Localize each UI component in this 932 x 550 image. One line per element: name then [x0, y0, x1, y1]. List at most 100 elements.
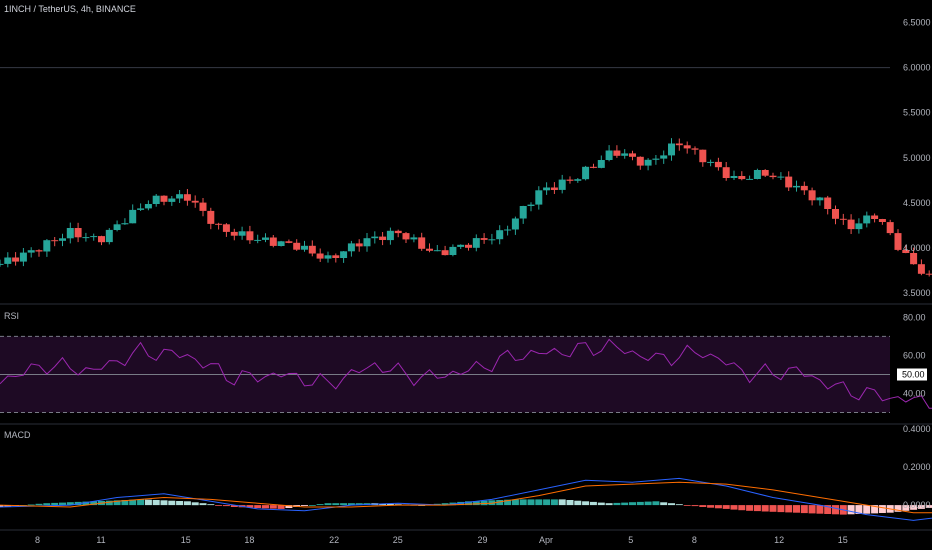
y-tick-label: 0.0000: [903, 500, 931, 510]
macd-histogram-bar: [316, 504, 324, 506]
candle-body: [293, 242, 301, 250]
candle-body: [769, 175, 777, 178]
macd-histogram-bar: [230, 505, 238, 507]
macd-histogram-bar: [35, 503, 43, 506]
candle-body: [761, 170, 769, 176]
candle-body: [722, 167, 730, 178]
y-tick-label: 4.0000: [903, 243, 931, 253]
candle-body: [644, 159, 652, 166]
candle-body: [340, 251, 348, 258]
macd-histogram-bar: [527, 499, 535, 506]
pane-separators: [0, 303, 932, 531]
macd-histogram-bar: [160, 500, 168, 506]
candle-body: [527, 204, 535, 206]
candle-body: [121, 223, 129, 225]
candle-body: [74, 228, 82, 238]
macd-histogram-bar: [769, 505, 777, 512]
candle-body: [183, 194, 191, 201]
macd-histogram-bar: [504, 499, 512, 506]
candle-body: [753, 170, 761, 179]
macd-histogram-bar: [137, 499, 145, 506]
candle-body: [488, 239, 496, 241]
candle-body: [269, 237, 277, 246]
macd-histogram-bar: [871, 505, 879, 514]
macd-histogram-bar: [597, 502, 605, 506]
candle-body: [574, 179, 582, 181]
x-tick-label: 25: [393, 535, 403, 545]
candle-body: [636, 156, 644, 166]
candle-body: [27, 250, 35, 253]
x-tick-label: 15: [838, 535, 848, 545]
macd-histogram-bar: [277, 505, 285, 509]
candle-body: [254, 239, 262, 241]
macd-histogram-bar: [582, 501, 590, 506]
macd-histogram-bar: [176, 501, 184, 506]
macd-histogram-bar: [535, 499, 543, 506]
macd-histogram-bar: [863, 505, 871, 514]
macd-histogram-bar: [144, 499, 152, 506]
macd-histogram-bar: [246, 505, 254, 508]
y-tick-label: 6.0000: [903, 63, 931, 73]
rsi-pane[interactable]: 80.00 60.00 40.00 50.00: [0, 312, 932, 413]
candle-body: [589, 166, 597, 168]
candle-body: [426, 248, 433, 251]
macd-histogram-bar: [222, 505, 230, 507]
macd-histogram-bar: [308, 505, 316, 506]
macd-histogram-bar: [355, 503, 363, 506]
candle-body: [277, 241, 285, 246]
candle-body: [82, 237, 90, 239]
candle-body: [262, 237, 269, 240]
macd-histogram-bar: [105, 500, 113, 506]
macd-histogram-bar: [738, 505, 746, 511]
candle-body: [66, 228, 74, 239]
macd-histogram-bar: [652, 501, 660, 506]
y-tick-label: 5.5000: [903, 108, 931, 118]
macd-histogram-bar: [324, 503, 332, 506]
candle-body: [519, 206, 527, 219]
candle-body: [855, 223, 863, 230]
candle-body: [449, 246, 457, 255]
macd-histogram-bar: [472, 501, 480, 506]
macd-histogram-bar: [90, 501, 98, 506]
candle-body: [144, 204, 152, 209]
y-tick-label: 0.2000: [903, 462, 931, 472]
macd-histogram-bar: [878, 505, 886, 513]
candle-body: [386, 230, 394, 241]
macd-histogram-bar: [543, 499, 551, 506]
time-axis[interactable]: 8 11 15 18 22 25 29 Apr 5 8 12 15: [35, 535, 848, 545]
macd-histogram-bar: [785, 505, 793, 513]
candle-body: [910, 253, 918, 265]
candle-body: [308, 245, 316, 254]
rsi-pane-title: RSI: [4, 311, 19, 321]
macd-histogram-bar: [605, 503, 613, 506]
candle-body: [675, 143, 683, 146]
candle-body: [43, 240, 51, 252]
macd-histogram-bar: [730, 505, 738, 510]
macd-histogram-bar: [566, 500, 574, 506]
macd-histogram-bar: [613, 502, 621, 506]
candle-body: [316, 253, 324, 259]
macd-histogram-bar: [574, 500, 582, 506]
x-tick-label: 12: [774, 535, 784, 545]
macd-histogram-bar: [644, 501, 652, 506]
candle-body: [230, 231, 238, 236]
macd-histogram-bar: [129, 499, 137, 506]
macd-histogram-bar: [746, 505, 754, 511]
macd-histogram-bar: [43, 503, 51, 506]
candle-body: [51, 240, 59, 242]
x-tick-label: 18: [244, 535, 254, 545]
macd-histogram-bar: [285, 505, 293, 508]
price-pane[interactable]: 6.5000 6.0000 5.5000 5.0000 4.5000 4.0000 3.50…: [0, 15, 932, 298]
macd-histogram-bar: [152, 500, 160, 506]
macd-histogram-bar: [480, 500, 488, 506]
candle-body: [543, 187, 551, 191]
macd-histogram-bar: [816, 505, 824, 514]
candle-body: [371, 236, 379, 239]
candle-body: [652, 158, 660, 160]
y-tick-label: 5.0000: [903, 153, 931, 163]
macd-pane[interactable]: 0.4000 0.2000 0.0000: [0, 424, 932, 525]
macd-histogram-bar: [465, 501, 472, 506]
candle-body: [925, 273, 932, 275]
macd-histogram-bar: [629, 502, 636, 506]
